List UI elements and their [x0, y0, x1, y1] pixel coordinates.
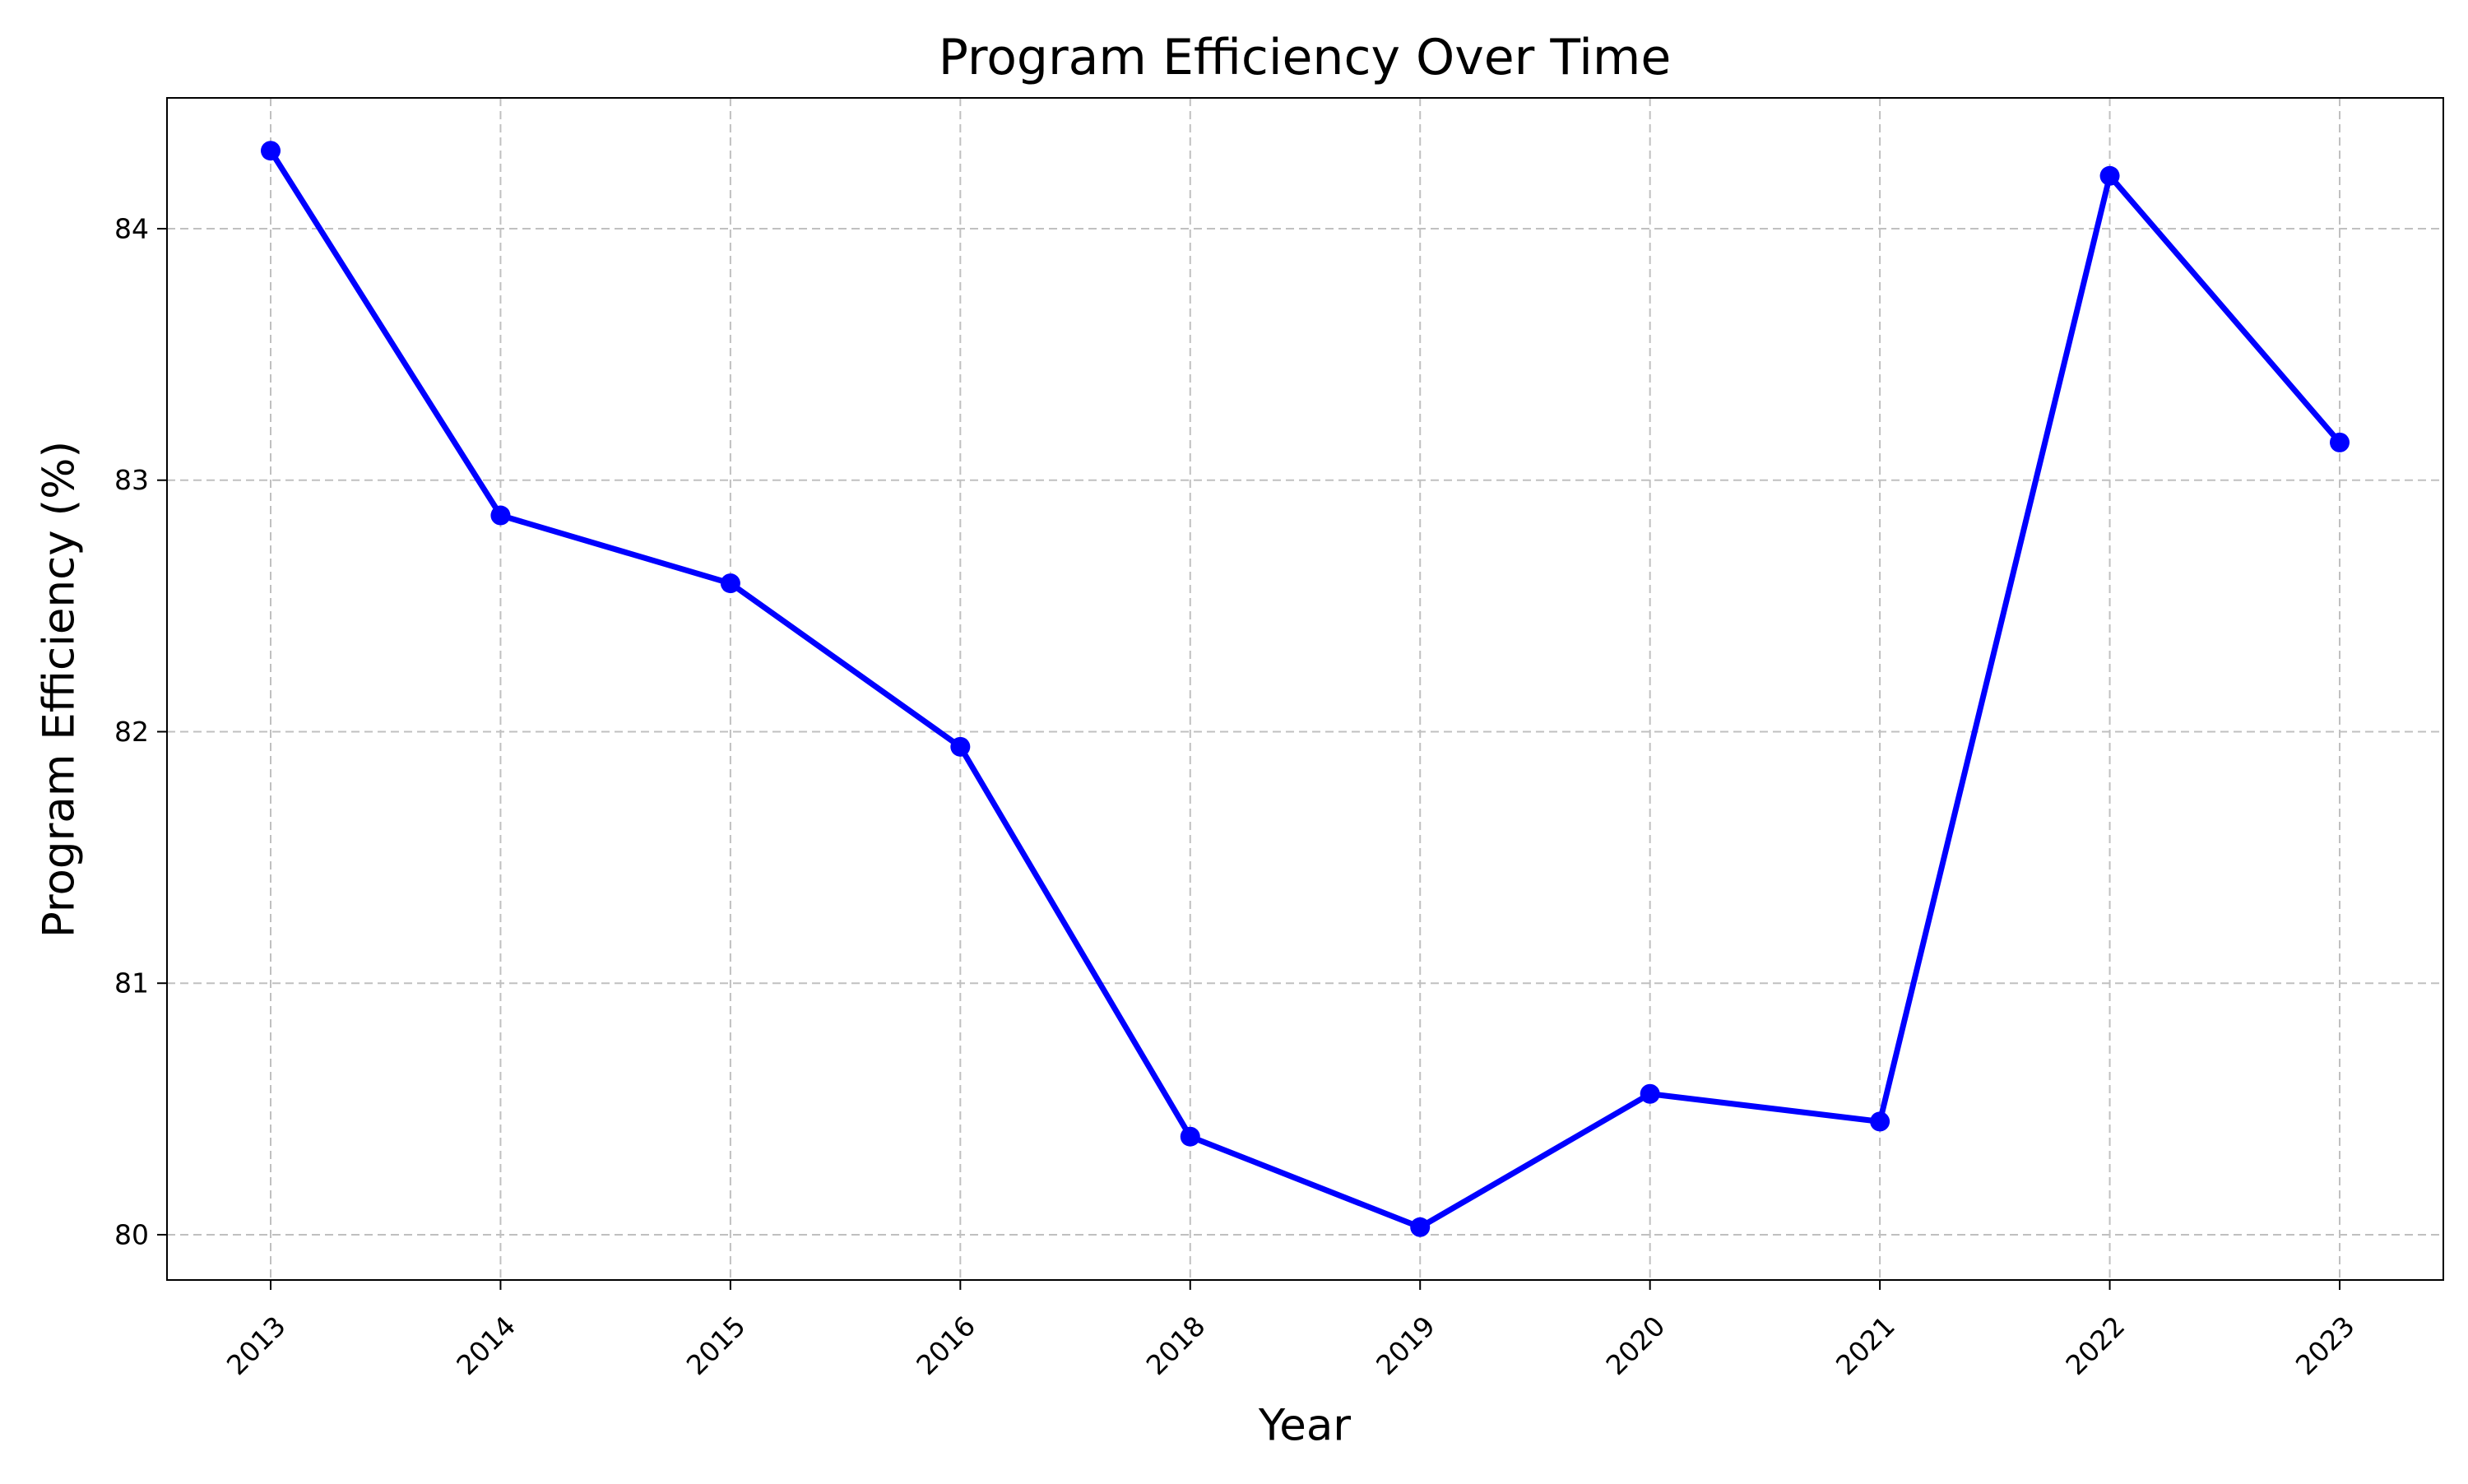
x-tick-label: 2016 — [910, 1310, 981, 1381]
plot-frame — [166, 97, 2444, 1281]
data-point — [490, 505, 511, 526]
x-tick-label: 2020 — [1599, 1310, 1671, 1381]
data-point — [1640, 1083, 1660, 1104]
data-point — [950, 736, 971, 757]
y-tick-label: 83 — [114, 464, 149, 496]
y-axis: 80 81 82 83 84 — [114, 212, 167, 1250]
data-point — [261, 141, 281, 161]
data-point — [2099, 165, 2120, 186]
x-tick-label: 2014 — [450, 1310, 522, 1381]
x-tick-label: 2023 — [2289, 1310, 2361, 1381]
x-tick-label: 2013 — [220, 1310, 292, 1381]
x-axis: 2013 2014 2015 2016 2018 2019 2020 2021 2022 2023 — [220, 1280, 2361, 1381]
data-point — [2330, 432, 2350, 452]
series-line — [267, 147, 2343, 1231]
chart-title: Program Efficiency Over Time — [939, 29, 1672, 86]
x-tick-label: 2021 — [1830, 1310, 1901, 1381]
x-tick-label: 2019 — [1370, 1310, 1441, 1381]
y-axis-label: Program Efficiency (%) — [35, 441, 85, 938]
x-tick-label: 2015 — [680, 1310, 752, 1381]
data-point — [1180, 1126, 1200, 1147]
x-tick-label: 2022 — [2059, 1310, 2131, 1381]
y-tick-label: 80 — [114, 1218, 149, 1250]
y-tick-label: 82 — [114, 716, 149, 748]
data-point — [1870, 1111, 1890, 1132]
x-tick-label: 2018 — [1140, 1310, 1212, 1381]
grid — [167, 98, 2443, 1280]
data-point — [720, 573, 740, 594]
y-tick-label: 84 — [114, 212, 149, 244]
y-tick-label: 81 — [114, 967, 149, 999]
series-layer — [261, 141, 2350, 1237]
data-point — [1410, 1217, 1431, 1237]
x-axis-label: Year — [1258, 1401, 1351, 1451]
